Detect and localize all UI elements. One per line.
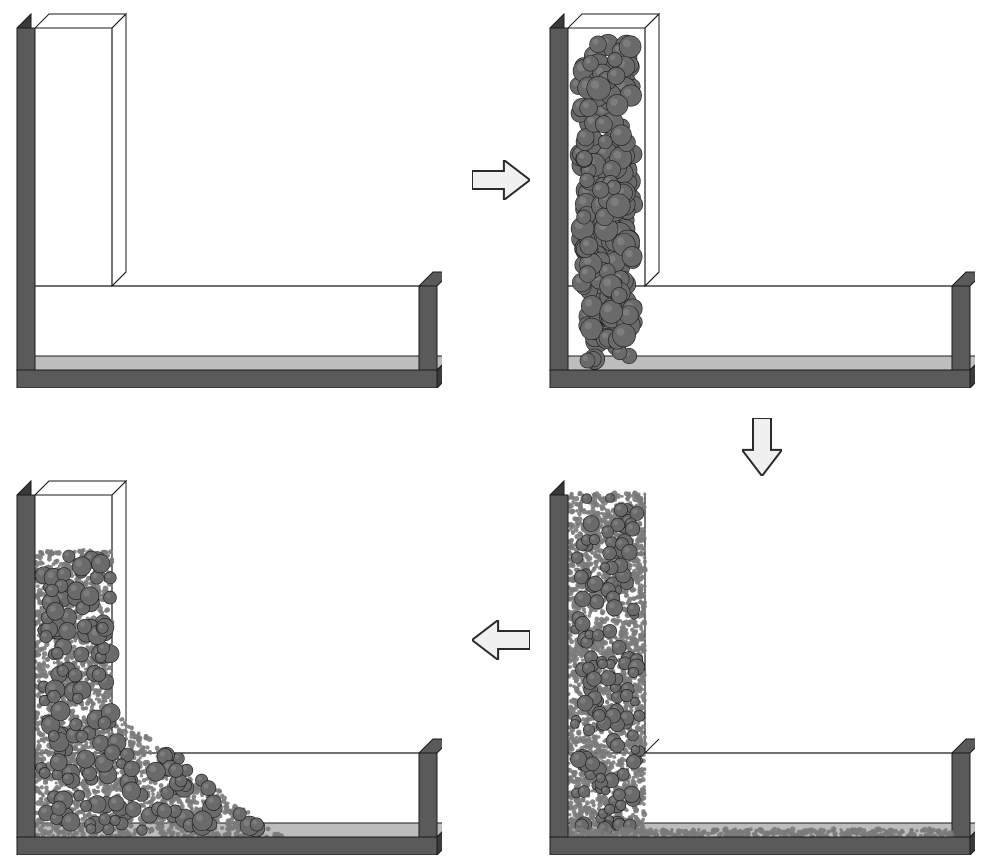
panel-large_filled bbox=[545, 8, 975, 388]
panel-mixed_packed bbox=[545, 475, 975, 855]
flow-arrow bbox=[742, 418, 782, 481]
flow-arrow bbox=[472, 160, 530, 205]
panel-empty bbox=[12, 8, 442, 388]
flow-arrow bbox=[472, 620, 530, 665]
panel-collapsed bbox=[12, 475, 442, 855]
